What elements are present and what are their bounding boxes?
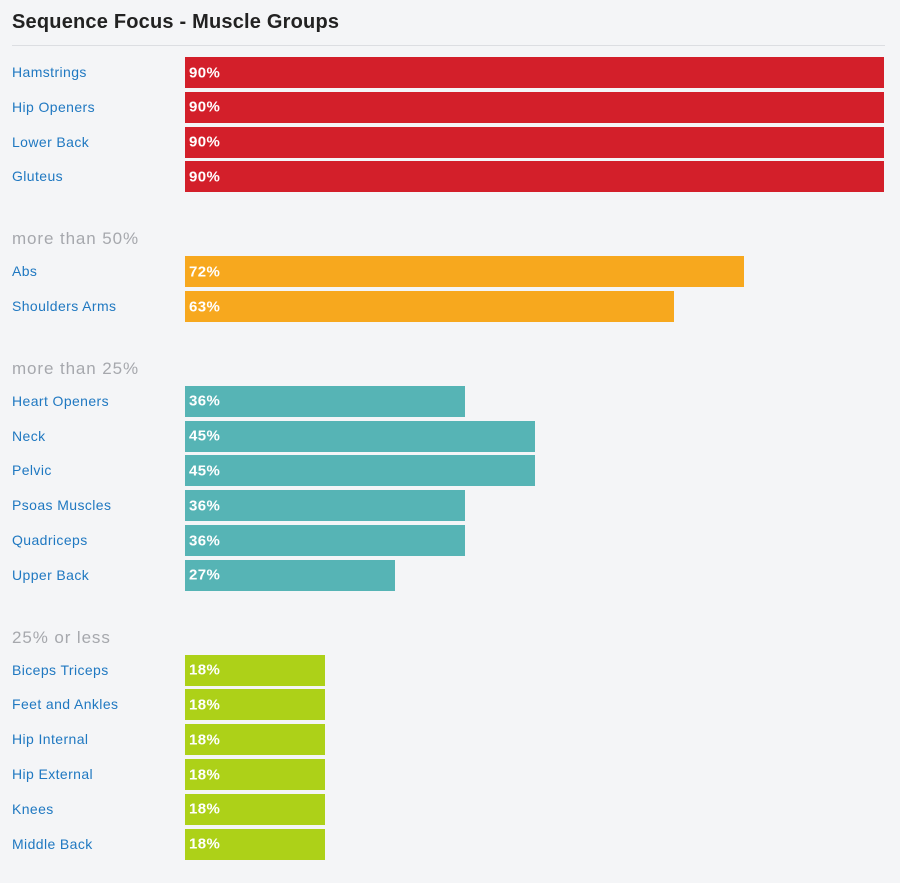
muscle-group-label[interactable]: Psoas Muscles [12, 497, 112, 514]
bar: 18% [185, 689, 325, 721]
muscle-group-label[interactable]: Hip Openers [12, 98, 95, 115]
bar-value-label: 18% [189, 696, 221, 714]
muscle-group-label[interactable]: Biceps Triceps [12, 661, 109, 678]
bar: 18% [185, 793, 325, 825]
bar-value-label: 36% [189, 532, 221, 549]
bar: 90% [185, 57, 884, 88]
bar-value-label: 72% [189, 263, 221, 281]
bar-value-label: 18% [189, 661, 221, 679]
title-divider [12, 45, 885, 46]
bar: 36% [185, 525, 465, 556]
muscle-group-label[interactable]: Heart Openers [12, 392, 110, 409]
muscle-group-label[interactable]: Hamstrings [12, 64, 87, 80]
muscle-group-label[interactable]: Upper Back [12, 566, 90, 583]
bar: 18% [185, 759, 325, 790]
muscle-group-label[interactable]: Lower Back [12, 133, 90, 150]
bar: 90% [185, 126, 884, 158]
group-heading: more than 50% [12, 229, 139, 249]
bar: 90% [185, 161, 884, 193]
bar-value-label: 45% [189, 462, 221, 480]
bar: 18% [185, 828, 325, 860]
bar-value-label: 90% [189, 168, 221, 186]
muscle-group-label[interactable]: Middle Back [12, 835, 93, 852]
bar: 18% [185, 654, 325, 686]
bar: 90% [185, 91, 884, 123]
bar-value-label: 27% [189, 566, 221, 584]
bar-value-label: 36% [189, 497, 221, 515]
bar: 18% [185, 724, 325, 756]
bar-value-label: 18% [189, 800, 221, 818]
bar-value-label: 36% [189, 392, 221, 410]
bar: 45% [185, 455, 535, 487]
bar: 63% [185, 291, 674, 322]
bar: 27% [185, 559, 395, 591]
muscle-group-label[interactable]: Hip Internal [12, 731, 89, 748]
muscle-group-label[interactable]: Shoulders Arms [12, 298, 117, 314]
muscle-group-label[interactable]: Abs [12, 263, 38, 280]
muscle-group-label[interactable]: Feet and Ankles [12, 696, 119, 713]
muscle-group-label[interactable]: Gluteus [12, 168, 64, 185]
bar-value-label: 45% [189, 427, 221, 445]
bar-value-label: 90% [189, 133, 221, 151]
bar: 45% [185, 420, 535, 452]
chart-title: Sequence Focus - Muscle Groups [12, 11, 340, 33]
group-heading: 25% or less [12, 627, 111, 647]
bar: 72% [185, 256, 744, 288]
bar: 36% [185, 490, 465, 522]
group-heading: more than 25% [12, 358, 139, 378]
bar-value-label: 18% [189, 766, 221, 783]
muscle-group-label[interactable]: Hip External [12, 766, 94, 782]
bar-value-label: 90% [189, 64, 221, 81]
muscle-group-label[interactable]: Pelvic [12, 462, 52, 479]
bar-value-label: 90% [189, 98, 221, 116]
bar-value-label: 63% [189, 298, 221, 315]
bar-value-label: 18% [189, 731, 221, 749]
bar: 36% [185, 385, 465, 417]
bar-value-label: 18% [189, 835, 221, 853]
muscle-group-label[interactable]: Neck [12, 427, 46, 444]
muscle-group-label[interactable]: Knees [12, 800, 54, 817]
muscle-group-label[interactable]: Quadriceps [12, 532, 88, 548]
